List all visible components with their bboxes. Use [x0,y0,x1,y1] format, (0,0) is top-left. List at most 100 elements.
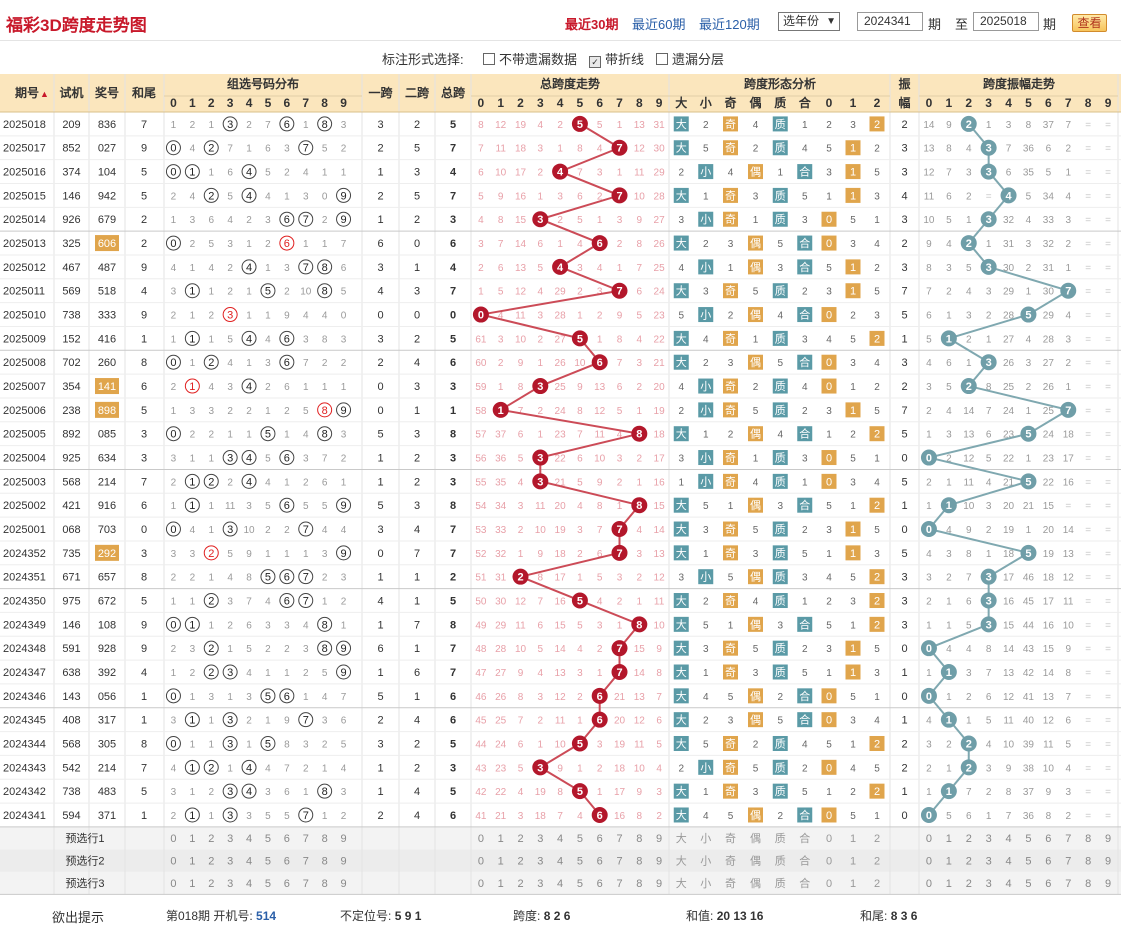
preselect-shape-label: 1 [850,856,856,868]
dist-miss-value: 6 [265,144,271,155]
preselect-shape-label: 2 [874,878,880,890]
amplitude-ball [920,687,937,704]
footer-hint: 欲出提示 第018期 开机号: 514 不定位号: 5 9 1 跨度: 8 2 … [0,902,1121,926]
shape-tag-bg [673,593,689,609]
to-issue-input[interactable]: 2025018 [973,12,1039,31]
trend-miss-value: 1 [538,430,544,441]
option-layer[interactable]: 遗漏分层 [656,49,724,68]
trend-miss-value: 31 [654,120,666,131]
shape-miss-value: 2 [874,144,880,155]
year-select[interactable]: 选年份 ▼ [778,12,840,31]
row-span1: 6 [377,238,383,250]
amp-digit-header: 1 [946,96,953,110]
trend-miss-value: 4 [538,668,544,679]
shape-miss-value: 3 [802,454,808,465]
amplitude-ball-number: 2 [966,738,972,750]
amp-miss-value: 16 [1003,597,1015,608]
dist-miss-value: 2 [171,477,177,488]
checkbox-icon[interactable]: ✓ [589,56,601,68]
amp-miss-value: 2 [1026,382,1032,393]
row-tail: 5 [141,596,147,608]
shape-miss-value: 5 [802,787,808,798]
row-total-span: 5 [450,596,456,608]
trend-miss-value: 2 [597,191,603,202]
row-amplitude: 0 [901,810,907,822]
preselect-dist-digit: 1 [189,856,195,868]
dist-hit-number: 4 [246,786,252,798]
dist-miss-value: 7 [227,144,233,155]
amp-miss-value: = [1085,501,1091,512]
row-span2: 3 [414,429,420,441]
quick-link-60[interactable]: 最近60期 [632,17,686,32]
amplitude-ball [1020,473,1037,490]
trend-miss-value: 52 [475,549,487,560]
preselect-amp-digit: 2 [966,833,972,845]
amp-miss-value: = [1085,430,1091,441]
dist-hit-circle [203,140,219,156]
trend-miss-value: 19 [614,739,626,750]
dist-miss-value: 2 [171,191,177,202]
trend-miss-value: 6 [478,168,484,179]
amp-miss-value: 2 [926,763,932,774]
dist-miss-value: 1 [208,120,214,131]
from-issue-input[interactable]: 2024341 [857,12,923,31]
option-no-miss[interactable]: 不带遗漏数据 [483,49,577,68]
checkbox-icon[interactable] [656,53,668,65]
dist-miss-value: 1 [227,692,233,703]
total-span-ball-number: 5 [577,119,583,131]
amplitude-ball [960,735,977,752]
preselect-trend-digit: 5 [577,833,583,845]
dist-miss-value: 1 [171,334,177,345]
trend-miss-value: 3 [538,692,544,703]
dist-miss-value: 4 [265,763,271,774]
amp-miss-value: 11 [1003,716,1014,727]
quick-link-120[interactable]: 最近120期 [699,17,760,32]
total-span-ball-number: 6 [597,715,603,727]
preselect-amp-digit: 6 [1045,878,1051,890]
dist-miss-value: 1 [322,239,328,250]
row-span2: 2 [414,738,420,750]
dist-hit-number: 1 [189,762,195,774]
trend-miss-value: 8 [538,573,544,584]
shape-tag-bg [723,640,738,656]
dist-miss-value: 2 [341,358,347,369]
dist-miss-value: 2 [284,406,290,417]
trend-miss-value: 35 [495,477,507,488]
shape-tag-text: 2 [874,619,880,631]
option-no-miss-label: 不带遗漏数据 [499,52,578,67]
option-polyline[interactable]: ✓ 带折线 [589,49,644,68]
row-tail: 3 [141,429,147,441]
quick-link-30[interactable]: 最近30期 [565,17,619,32]
trend-miss-value: 8 [478,120,484,131]
preselect-amp-digit: 8 [1085,833,1091,845]
dist-miss-value: 1 [246,287,252,298]
amp-miss-value: = [1105,501,1111,512]
preselect-amp-digit: 3 [986,833,992,845]
row-span1: 1 [377,786,383,798]
preselect-trend-digit: 8 [636,878,642,890]
shape-miss-value: 5 [728,692,734,703]
shape-miss-value: 5 [777,239,783,250]
shape-tag-text: 2 [874,429,880,441]
shape-tag-bg [869,783,885,799]
total-span-ball [571,783,588,800]
total-span-ball [631,497,648,514]
trend-miss-value: 7 [637,263,643,274]
trend-miss-value: 19 [515,120,527,131]
trend-miss-value: 10 [634,763,646,774]
dist-miss-value: 2 [171,644,177,655]
trend-miss-value: 9 [617,311,623,322]
trend-miss-value: 20 [654,382,666,393]
query-button[interactable]: 查看 [1072,14,1107,32]
trend-miss-value: 7 [557,811,563,822]
shape-tag-bg [772,783,788,799]
dist-miss-value: 2 [208,430,214,441]
col-amp-trend-header: 跨度振幅走势 [983,76,1055,91]
hint-tail: 和尾: 8 3 6 [860,907,917,924]
row-amplitude: 7 [901,286,907,298]
row-total-span: 0 [450,310,456,322]
checkbox-icon[interactable] [483,53,495,65]
trend-miss-value: 25 [654,263,666,274]
row-issue: 2025006 [3,405,46,417]
preselect-amp-digit: 4 [1005,833,1011,845]
